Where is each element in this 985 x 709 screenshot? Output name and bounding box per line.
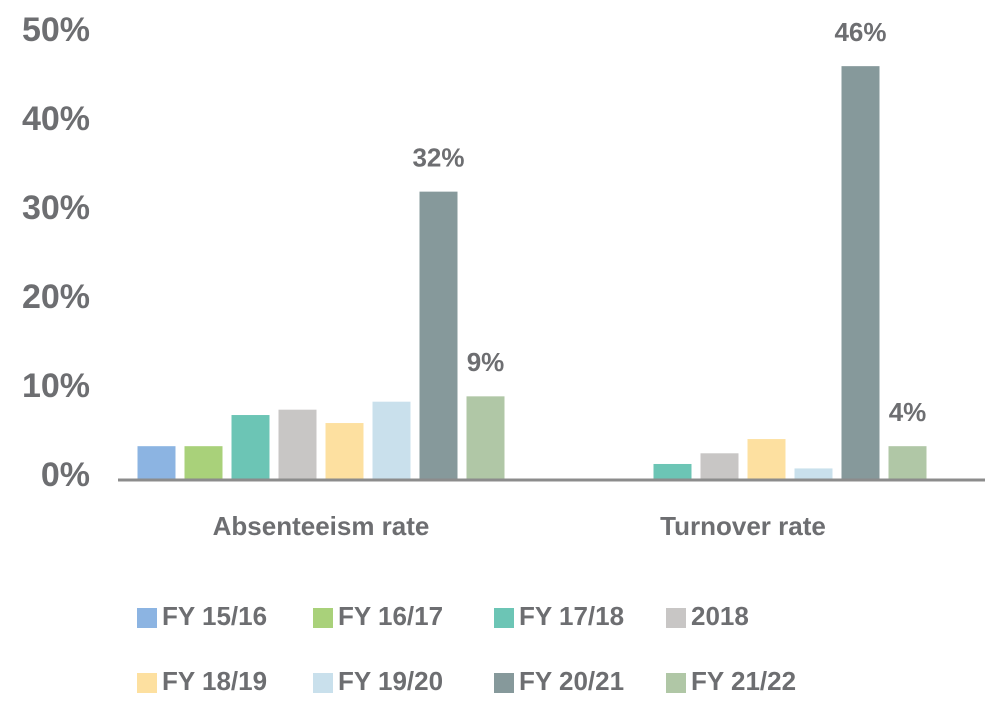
bar bbox=[231, 415, 270, 480]
bar bbox=[278, 409, 317, 480]
y-tick-label: 40% bbox=[22, 100, 90, 138]
bar bbox=[325, 423, 364, 480]
legend-label: FY 16/17 bbox=[338, 601, 443, 631]
bar bbox=[841, 66, 880, 481]
x-tick-label: Absenteeism rate bbox=[213, 511, 430, 541]
legend-label: FY 19/20 bbox=[338, 666, 443, 696]
legend-swatch bbox=[137, 673, 157, 693]
legend-swatch bbox=[494, 608, 514, 628]
bar bbox=[466, 396, 505, 480]
legend-label: FY 21/22 bbox=[691, 666, 796, 696]
legend-swatch bbox=[313, 608, 333, 628]
bar bbox=[653, 463, 692, 480]
y-tick-label: 30% bbox=[22, 189, 90, 227]
bar bbox=[372, 401, 411, 480]
bar bbox=[747, 439, 786, 480]
legend-swatch bbox=[666, 608, 686, 628]
legend-swatch bbox=[137, 608, 157, 628]
legend-label: 2018 bbox=[691, 601, 749, 631]
legend-label: FY 20/21 bbox=[519, 666, 624, 696]
bar bbox=[137, 446, 176, 480]
data-label: 4% bbox=[889, 397, 927, 427]
legend-swatch bbox=[666, 673, 686, 693]
legend-label: FY 18/19 bbox=[162, 666, 267, 696]
y-tick-label: 10% bbox=[22, 367, 90, 405]
legend-swatch bbox=[313, 673, 333, 693]
legend-label: FY 17/18 bbox=[519, 601, 624, 631]
bar bbox=[700, 453, 739, 480]
data-label: 9% bbox=[467, 347, 505, 377]
y-tick-label: 0% bbox=[41, 456, 90, 494]
data-label: 46% bbox=[834, 17, 886, 47]
bar bbox=[184, 446, 223, 480]
y-tick-label: 20% bbox=[22, 278, 90, 316]
y-tick-label: 50% bbox=[22, 11, 90, 49]
x-tick-label: Turnover rate bbox=[660, 511, 826, 541]
data-label: 32% bbox=[412, 143, 464, 173]
bar bbox=[419, 191, 458, 480]
bar bbox=[794, 468, 833, 480]
legend-label: FY 15/16 bbox=[162, 601, 267, 631]
legend-swatch bbox=[494, 673, 514, 693]
bar bbox=[888, 446, 927, 480]
